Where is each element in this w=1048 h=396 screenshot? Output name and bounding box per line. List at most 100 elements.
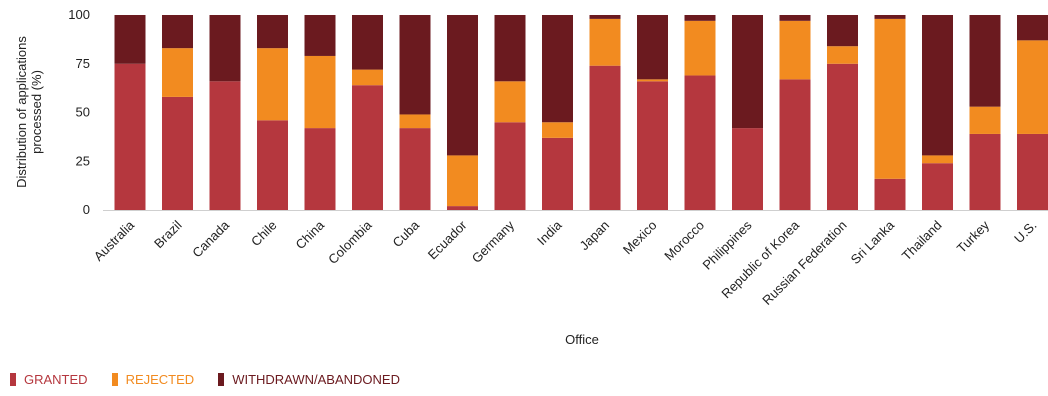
bar-rejected-turkey (970, 107, 1001, 134)
bar-withdrawn-abandoned-australia (115, 15, 146, 64)
bar-stack-india (542, 15, 573, 210)
bar-granted-colombia (352, 85, 383, 210)
legend-label-withdrawn: WITHDRAWN/ABANDONED (232, 372, 400, 387)
bar-withdrawn-abandoned-turkey (970, 15, 1001, 107)
bar-granted-mexico (637, 81, 668, 210)
y-tick-label-75: 75 (76, 56, 90, 71)
legend-swatch-rejected (112, 373, 118, 386)
bar-stack-germany (495, 15, 526, 210)
bar-withdrawn-abandoned-u-s (1017, 15, 1048, 40)
bar-rejected-japan (590, 19, 621, 66)
bar-stack-turkey (970, 15, 1001, 210)
bar-granted-japan (590, 66, 621, 210)
bar-granted-cuba (400, 128, 431, 210)
x-tick-label-chile: Chile (248, 218, 280, 250)
legend-label-granted: GRANTED (24, 372, 88, 387)
bar-rejected-thailand (922, 155, 953, 163)
bar-withdrawn-abandoned-cuba (400, 15, 431, 114)
bar-granted-u-s (1017, 134, 1048, 210)
legend-item-withdrawn: WITHDRAWN/ABANDONED (218, 372, 400, 387)
x-tick-label-morocco: Morocco (661, 218, 707, 264)
bar-rejected-u-s (1017, 40, 1048, 134)
x-tick-label-china: China (292, 217, 327, 252)
bar-granted-india (542, 138, 573, 210)
x-axis-label: Office (565, 332, 599, 347)
x-tick-label-brazil: Brazil (151, 217, 185, 251)
bar-rejected-ecuador (447, 155, 478, 206)
x-tick-label-mexico: Mexico (620, 218, 660, 258)
x-tick-label-germany: Germany (469, 217, 518, 266)
bar-rejected-morocco (685, 21, 716, 76)
legend-swatch-granted (10, 373, 16, 386)
bar-stack-morocco (685, 15, 716, 210)
x-tick-label-thailand: Thailand (899, 218, 945, 264)
bar-withdrawn-abandoned-india (542, 15, 573, 122)
x-tick-label-u-s: U.S. (1011, 218, 1039, 246)
bar-granted-philippines (732, 128, 763, 210)
bar-withdrawn-abandoned-germany (495, 15, 526, 81)
bar-stack-sri-lanka (875, 15, 906, 210)
bar-granted-chile (257, 120, 288, 210)
legend-label-rejected: REJECTED (126, 372, 195, 387)
bar-stack-u-s (1017, 15, 1048, 210)
bar-withdrawn-abandoned-colombia (352, 15, 383, 70)
bar-withdrawn-abandoned-philippines (732, 15, 763, 128)
bar-stack-canada (210, 15, 241, 210)
y-tick-label-100: 100 (68, 7, 90, 22)
bar-stack-china (305, 15, 336, 210)
y-axis-label-group: Distribution of applicationsprocessed (%… (14, 36, 44, 188)
y-tick-label-25: 25 (76, 153, 90, 168)
bar-granted-russian-federation (827, 64, 858, 210)
bar-rejected-germany (495, 81, 526, 122)
bar-rejected-cuba (400, 114, 431, 128)
y-axis-label: Distribution of applicationsprocessed (%… (14, 36, 44, 188)
bar-granted-brazil (162, 97, 193, 210)
bar-withdrawn-abandoned-morocco (685, 15, 716, 21)
bar-granted-sri-lanka (875, 179, 906, 210)
bar-withdrawn-abandoned-ecuador (447, 15, 478, 155)
bar-granted-australia (115, 64, 146, 210)
bar-granted-germany (495, 122, 526, 210)
bar-stack-brazil (162, 15, 193, 210)
bar-withdrawn-abandoned-russian-federation (827, 15, 858, 46)
x-tick-label-ecuador: Ecuador (425, 217, 470, 262)
bar-rejected-mexico (637, 79, 668, 81)
bar-stack-japan (590, 15, 621, 210)
bar-rejected-brazil (162, 48, 193, 97)
bar-rejected-india (542, 122, 573, 138)
bar-stack-thailand (922, 15, 953, 210)
bar-granted-china (305, 128, 336, 210)
x-tick-label-sri-lanka: Sri Lanka (848, 217, 898, 267)
bar-stack-mexico (637, 15, 668, 210)
bar-withdrawn-abandoned-mexico (637, 15, 668, 79)
bar-stack-cuba (400, 15, 431, 210)
bar-rejected-colombia (352, 70, 383, 86)
bar-stack-colombia (352, 15, 383, 210)
bar-stack-chile (257, 15, 288, 210)
bar-granted-turkey (970, 134, 1001, 210)
bar-withdrawn-abandoned-japan (590, 15, 621, 19)
bar-stack-australia (115, 15, 146, 210)
legend: GRANTED REJECTED WITHDRAWN/ABANDONED (10, 370, 424, 388)
bar-stack-ecuador (447, 15, 478, 210)
bars (115, 15, 1048, 210)
x-tick-label-cuba: Cuba (390, 217, 423, 250)
bar-withdrawn-abandoned-sri-lanka (875, 15, 906, 19)
bar-granted-canada (210, 81, 241, 210)
x-tick-label-australia: Australia (91, 217, 138, 264)
x-tick-label-india: India (534, 217, 565, 248)
bar-stack-philippines (732, 15, 763, 210)
bar-withdrawn-abandoned-thailand (922, 15, 953, 155)
legend-swatch-withdrawn (218, 373, 224, 386)
x-tick-label-canada: Canada (189, 217, 232, 260)
bar-rejected-russian-federation (827, 46, 858, 64)
bar-withdrawn-abandoned-chile (257, 15, 288, 48)
bar-withdrawn-abandoned-brazil (162, 15, 193, 48)
bar-granted-morocco (685, 75, 716, 210)
x-tick-label-japan: Japan (576, 218, 612, 254)
bar-withdrawn-abandoned-canada (210, 15, 241, 81)
